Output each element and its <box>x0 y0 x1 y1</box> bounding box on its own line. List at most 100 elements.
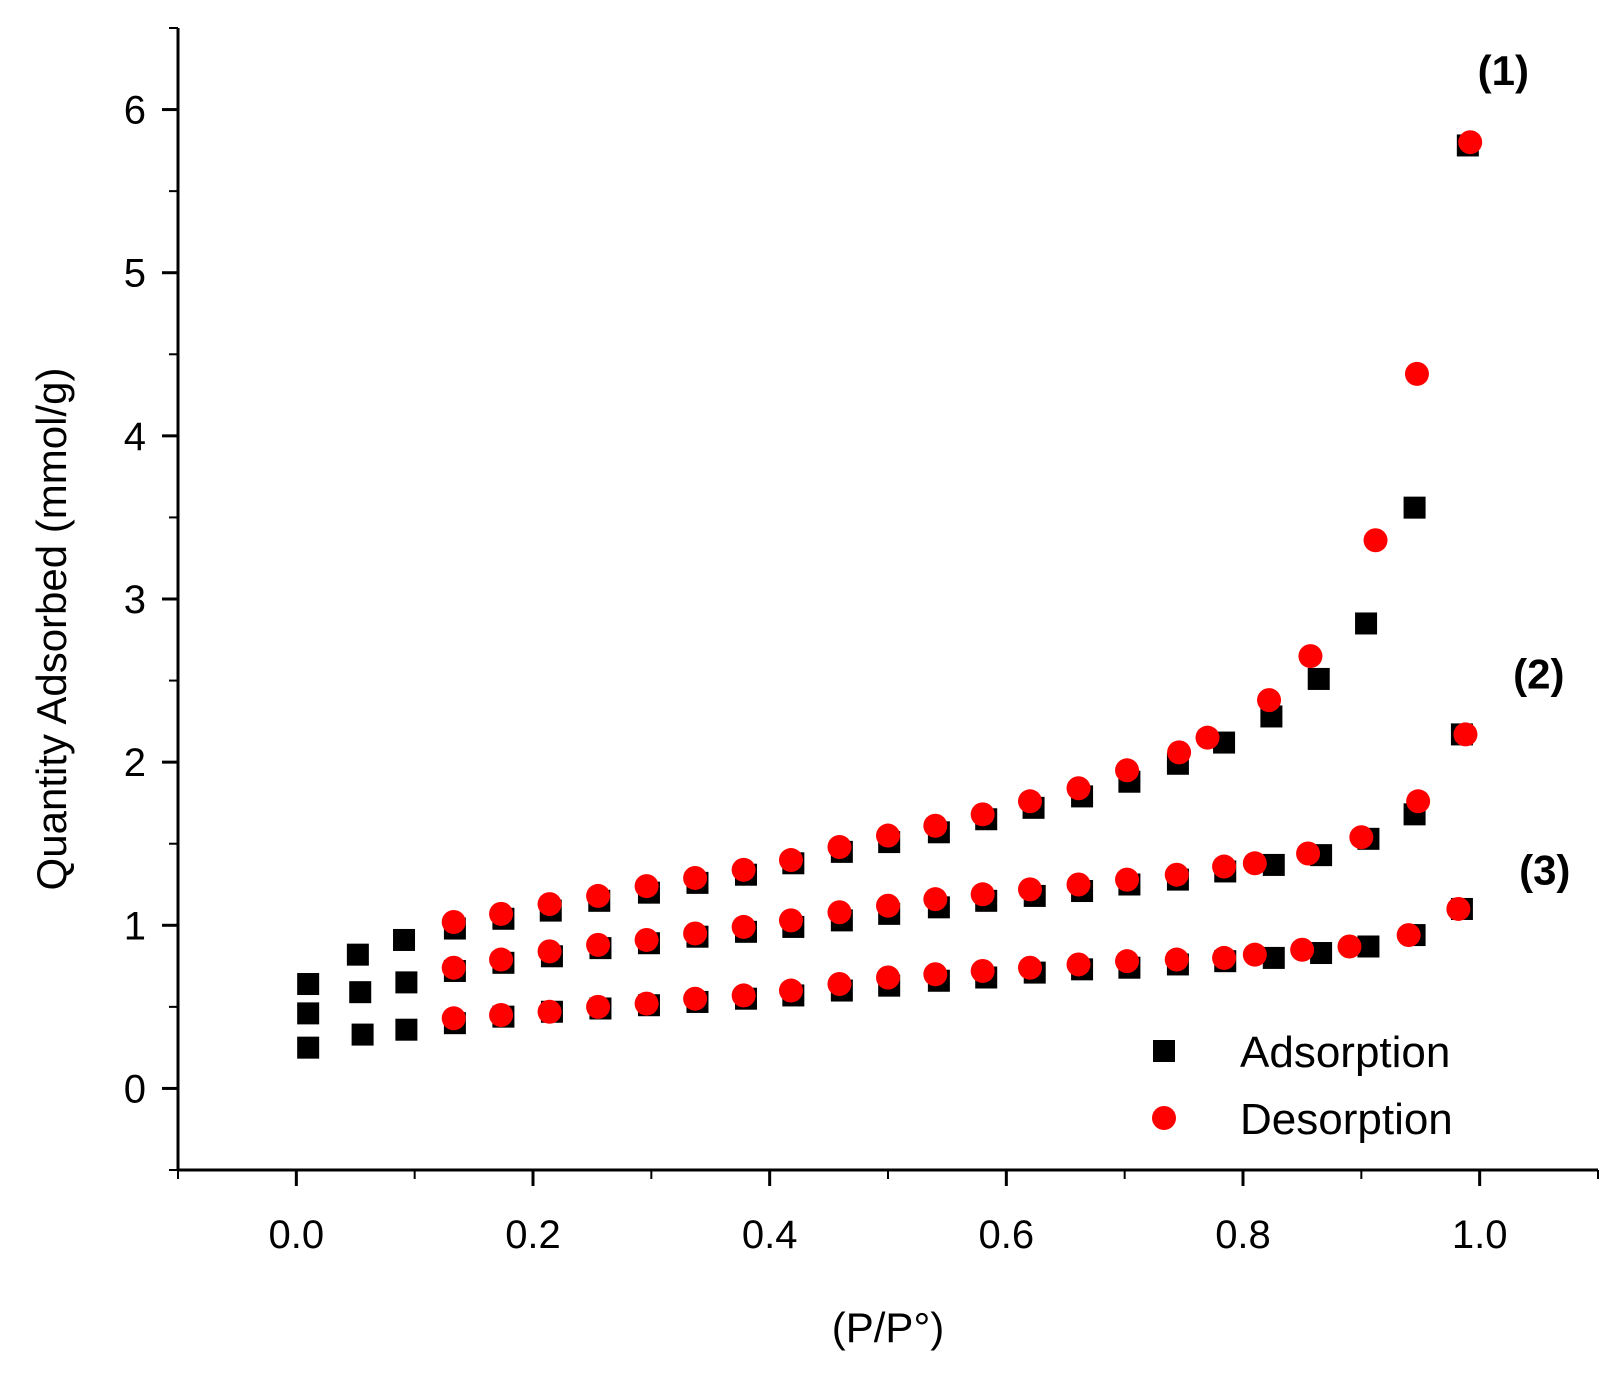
desorption-point <box>489 901 514 926</box>
desorption-point <box>1167 740 1192 765</box>
desorption-point <box>827 972 852 997</box>
desorption-point <box>537 999 562 1024</box>
desorption-point <box>1212 854 1237 879</box>
adsorption-point <box>297 1002 320 1025</box>
legend-marker-adsorption <box>1153 1040 1175 1062</box>
desorption-point <box>634 927 659 952</box>
desorption-point <box>1242 942 1267 967</box>
desorption-point <box>1115 758 1140 783</box>
y-tick-label: 2 <box>124 741 146 785</box>
x-tick-label: 0.2 <box>505 1213 561 1257</box>
desorption-point <box>1290 937 1315 962</box>
desorption-point <box>1296 841 1321 866</box>
x-tick-label: 0.6 <box>979 1213 1035 1257</box>
desorption-point <box>489 1003 514 1028</box>
desorption-point <box>876 893 900 918</box>
desorption-point <box>586 932 611 957</box>
y-tick-label: 0 <box>124 1067 146 1111</box>
desorption-point <box>1066 952 1091 977</box>
y-axis-ticks: 0 1 2 3 4 5 6 <box>124 27 178 1171</box>
plot-area <box>176 28 1598 1172</box>
desorption-point <box>441 910 466 935</box>
desorption-point <box>923 887 948 912</box>
adsorption-point <box>349 981 372 1004</box>
curve-annotations: (1) (2) (3) <box>1478 47 1571 893</box>
desorption-point <box>827 900 852 925</box>
desorption-point <box>1018 955 1042 980</box>
y-tick-label: 6 <box>124 89 146 133</box>
desorption-point <box>731 914 756 939</box>
desorption-point <box>923 813 948 838</box>
desorption-point <box>683 865 708 890</box>
y-tick-label: 4 <box>124 415 146 459</box>
y-tick-label: 3 <box>124 578 146 622</box>
desorption-point <box>1115 867 1140 892</box>
y-tick-label: 1 <box>124 904 146 948</box>
adsorption-point <box>1262 946 1285 969</box>
adsorption-point <box>395 1018 418 1041</box>
desorption-point <box>923 962 948 987</box>
adsorption-point <box>395 971 418 994</box>
desorption-point <box>970 882 995 907</box>
curve-label: (1) <box>1478 47 1529 94</box>
curve-label: (2) <box>1513 651 1564 698</box>
desorption-point <box>683 986 708 1011</box>
desorption-point <box>441 1006 466 1031</box>
adsorption-point <box>1262 853 1285 876</box>
desorption-point <box>1257 688 1282 713</box>
desorption-point <box>970 802 995 827</box>
desorption-point <box>1115 949 1140 974</box>
desorption-point <box>537 892 562 917</box>
desorption-point <box>1396 923 1421 948</box>
curve-label: (3) <box>1519 847 1570 894</box>
x-tick-label: 0.0 <box>269 1213 325 1257</box>
x-axis-title: (P/P°) <box>832 1304 944 1351</box>
legend: Adsorption Desorption <box>1152 1028 1453 1144</box>
desorption-point <box>876 823 900 848</box>
desorption-point <box>1018 877 1042 902</box>
adsorption-point <box>1357 935 1380 958</box>
desorption-point <box>778 978 803 1003</box>
legend-marker-desorption <box>1152 1106 1176 1130</box>
adsorption-point <box>346 943 369 966</box>
desorption-point <box>1453 722 1478 747</box>
x-tick-label: 0.4 <box>742 1213 798 1257</box>
desorption-point <box>1164 947 1189 972</box>
y-axis-title: Quantity Adsorbed (mmol/g) <box>28 368 75 891</box>
desorption-point <box>1242 851 1267 876</box>
desorption-point <box>778 848 803 873</box>
adsorption-point <box>297 973 320 996</box>
desorption-point <box>1164 862 1189 887</box>
desorption-point <box>537 939 562 964</box>
desorption-point <box>1337 934 1362 959</box>
adsorption-point <box>1310 942 1333 965</box>
y-tick-label: 5 <box>124 252 146 296</box>
desorption-point <box>1018 789 1042 814</box>
adsorption-point <box>297 1036 320 1059</box>
adsorption-point <box>351 1023 374 1046</box>
desorption-point <box>1406 789 1431 814</box>
desorption-point <box>827 834 852 859</box>
desorption-point <box>586 994 611 1019</box>
adsorption-point <box>393 928 416 951</box>
adsorption-point <box>1307 667 1330 690</box>
desorption-point <box>1066 872 1091 897</box>
desorption-point <box>634 874 659 899</box>
desorption-point <box>1446 896 1471 921</box>
desorption-point <box>1363 528 1388 553</box>
data-points <box>297 130 1483 1059</box>
x-tick-label: 1.0 <box>1452 1213 1508 1257</box>
desorption-point <box>634 991 659 1016</box>
desorption-point <box>1298 644 1323 669</box>
desorption-point <box>683 921 708 946</box>
desorption-point <box>1458 130 1483 155</box>
desorption-point <box>441 955 466 980</box>
desorption-point <box>586 883 611 908</box>
x-tick-label: 0.8 <box>1215 1213 1271 1257</box>
legend-label-desorption: Desorption <box>1240 1095 1453 1144</box>
desorption-point <box>1349 825 1374 850</box>
desorption-point <box>731 857 756 882</box>
legend-label-adsorption: Adsorption <box>1240 1028 1450 1077</box>
desorption-point <box>1066 776 1091 801</box>
